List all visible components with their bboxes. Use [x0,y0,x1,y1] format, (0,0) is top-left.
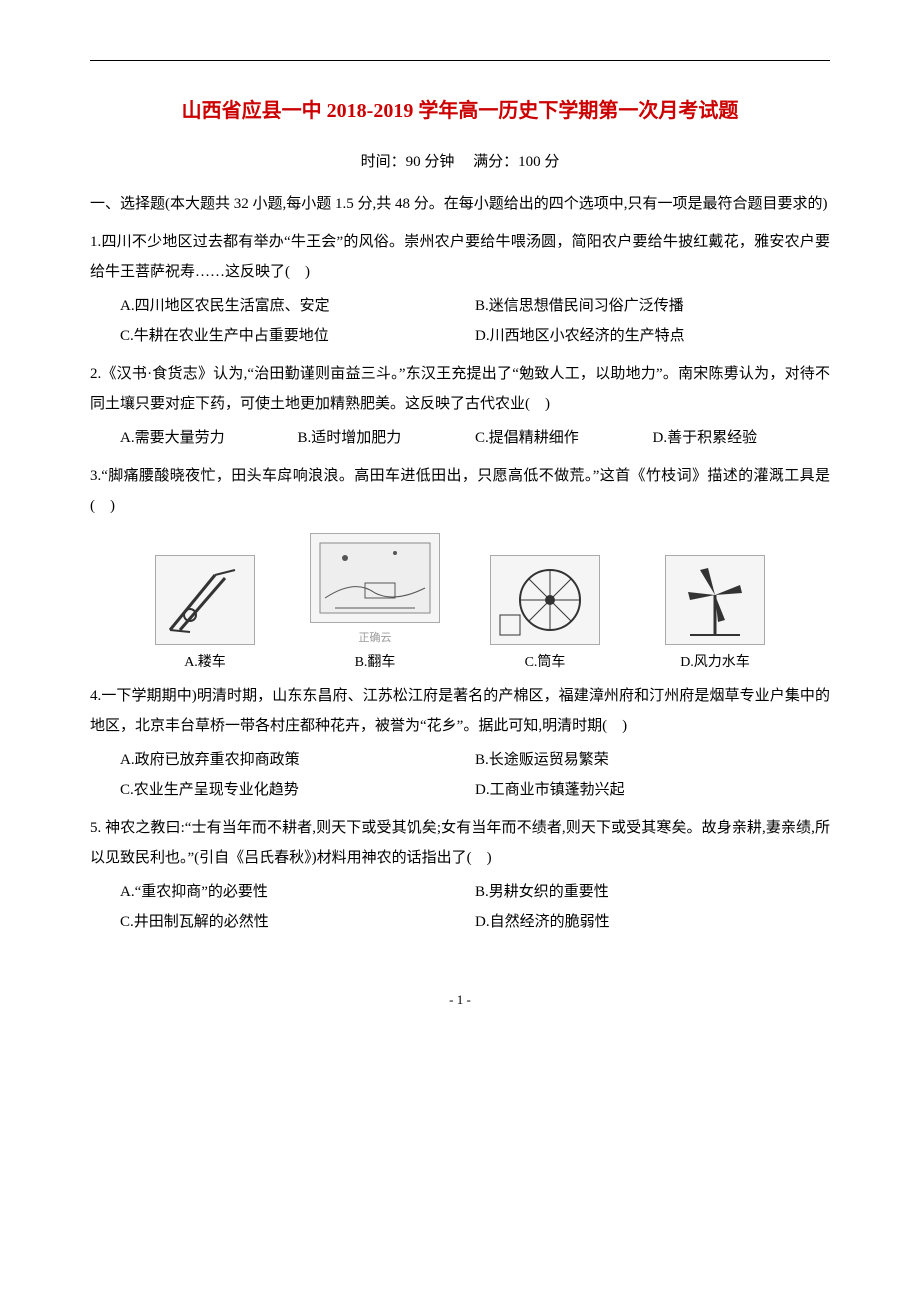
q3-label-b: B.翻车 [290,649,460,677]
q3-label-d: D.风力水车 [630,649,800,677]
windmill-sketch-icon [670,560,760,640]
q2-option-c: C.提倡精耕细作 [475,423,653,453]
question-1-options: A.四川地区农民生活富庶、安定 B.迷信思想借民间习俗广泛传播 C.牛耕在农业生… [90,291,830,351]
image-cell-d: D.风力水车 [630,555,800,677]
exam-title: 山西省应县一中 2018-2019 学年高一历史下学期第一次月考试题 [90,91,830,131]
section-intro: 一、选择题(本大题共 32 小题,每小题 1.5 分,共 48 分。在每小题给出… [90,189,830,219]
image-cell-a: A.耧车 [120,555,290,677]
q4-option-c: C.农业生产呈现专业化趋势 [120,775,475,805]
question-1: 1.四川不少地区过去都有举办“牛王会”的风俗。崇州农户要给牛喂汤圆，简阳农户要给… [90,227,830,287]
tongche-image [490,555,600,645]
fenglishuiche-image [665,555,765,645]
q2-option-b: B.适时增加肥力 [298,423,476,453]
q1-option-a: A.四川地区农民生活富庶、安定 [120,291,475,321]
time-label: 时间：90 分钟 [361,154,455,170]
q2-option-d: D.善于积累经验 [653,423,831,453]
tongche-sketch-icon [495,560,595,640]
question-3-images: A.耧车 正确云 B.翻车 [90,533,830,677]
q1-option-d: D.川西地区小农经济的生产特点 [475,321,830,351]
exam-subtitle: 时间：90 分钟 满分：100 分 [90,147,830,177]
q3-label-a: A.耧车 [120,649,290,677]
q4-option-d: D.工商业市镇蓬勃兴起 [475,775,830,805]
question-5-options: A.“重农抑商”的必要性 B.男耕女织的重要性 C.井田制瓦解的必然性 D.自然… [90,877,830,937]
page-number: - 1 - [90,987,830,1013]
louche-sketch-icon [160,560,250,640]
question-5: 5. 神农之教曰:“士有当年而不耕者,则天下或受其饥矣;女有当年而不绩者,则天下… [90,813,830,873]
q5-option-d: D.自然经济的脆弱性 [475,907,830,937]
fanche-sketch-icon [315,538,435,618]
q4-option-b: B.长途贩运贸易繁荣 [475,745,830,775]
top-divider [90,60,830,61]
image-cell-c: C.筒车 [460,555,630,677]
watermark-text: 正确云 [290,627,460,649]
q4-option-a: A.政府已放弃重农抑商政策 [120,745,475,775]
q5-option-a: A.“重农抑商”的必要性 [120,877,475,907]
question-2-options: A.需要大量劳力 B.适时增加肥力 C.提倡精耕细作 D.善于积累经验 [90,423,830,453]
question-4: 4.一下学期期中)明清时期，山东东昌府、江苏松江府是著名的产棉区，福建漳州府和汀… [90,681,830,741]
image-cell-b: 正确云 B.翻车 [290,533,460,677]
q1-option-b: B.迷信思想借民间习俗广泛传播 [475,291,830,321]
question-3: 3.“脚痛腰酸晓夜忙，田头车戽响浪浪。高田车进低田出，只愿高低不做荒。”这首《竹… [90,461,830,521]
louche-image [155,555,255,645]
fanche-image [310,533,440,623]
q5-option-b: B.男耕女织的重要性 [475,877,830,907]
q2-option-a: A.需要大量劳力 [120,423,298,453]
q1-option-c: C.牛耕在农业生产中占重要地位 [120,321,475,351]
score-label: 满分：100 分 [473,154,559,170]
question-2: 2.《汉书·食货志》认为,“治田勤谨则亩益三斗。”东汉王充提出了“勉致人工，以助… [90,359,830,419]
question-4-options: A.政府已放弃重农抑商政策 B.长途贩运贸易繁荣 C.农业生产呈现专业化趋势 D… [90,745,830,805]
q3-label-c: C.筒车 [460,649,630,677]
q5-option-c: C.井田制瓦解的必然性 [120,907,475,937]
